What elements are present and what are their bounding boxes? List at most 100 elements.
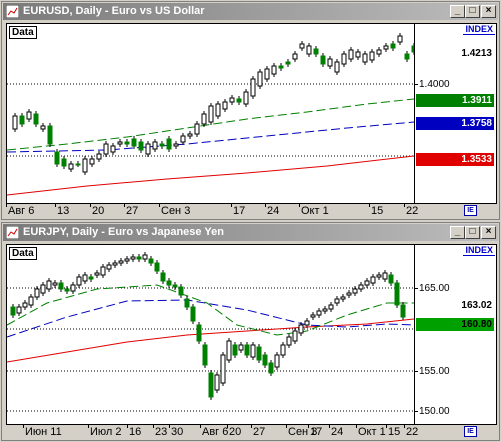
- time-tick: [23, 425, 24, 428]
- candle-body: [334, 298, 340, 304]
- eurusd-time-axis: Авг 6 13 20 27 Сен 3 17 24 Окт 1 15 22: [6, 204, 418, 218]
- time-label: Окт 1: [301, 205, 329, 217]
- candle-body: [187, 133, 193, 137]
- eurjpy-chart-window[interactable]: EURJPY, Daily - Euro vs Japanese Yen _ □…: [1, 222, 500, 441]
- candle-body: [316, 310, 322, 316]
- time-label: 27: [253, 426, 266, 438]
- candle-body: [154, 262, 160, 272]
- candle-body: [394, 282, 400, 306]
- eurusd-chart-window[interactable]: EURUSD, Daily - Euro vs US Dollar _ □ × …: [1, 1, 500, 220]
- candle-body: [243, 91, 249, 105]
- time-label: 20: [92, 205, 105, 217]
- candle-body: [278, 65, 284, 69]
- candle-body: [313, 48, 319, 55]
- corner-icon[interactable]: IE: [464, 426, 477, 437]
- index-label[interactable]: INDEX: [463, 24, 495, 35]
- time-tick: [153, 425, 154, 428]
- candle-body: [250, 78, 256, 97]
- corner-icon[interactable]: IE: [464, 205, 477, 216]
- tick-mark: [415, 371, 418, 372]
- time-tick: [169, 425, 170, 428]
- candle-body: [184, 298, 190, 308]
- index-label[interactable]: INDEX: [463, 245, 495, 256]
- price-badge-sma-fast: 160.80: [416, 318, 494, 331]
- eurusd-title-bar[interactable]: EURUSD, Daily - Euro vs US Dollar _ □ ×: [3, 3, 498, 20]
- candle-body: [232, 344, 238, 356]
- candle-body: [328, 304, 334, 310]
- close-button[interactable]: ×: [481, 5, 496, 18]
- price-tick: 165.00: [419, 283, 450, 294]
- time-tick: [90, 204, 91, 207]
- candle-body: [118, 260, 124, 264]
- candle-body: [160, 272, 166, 282]
- data-label: Data: [9, 247, 37, 260]
- close-button[interactable]: ×: [481, 226, 496, 239]
- time-tick: [369, 204, 370, 207]
- candle-body: [292, 53, 298, 60]
- candle-body: [257, 71, 263, 87]
- time-label: 27: [126, 205, 139, 217]
- candle-body: [348, 49, 354, 60]
- candle-body: [82, 274, 88, 282]
- time-tick: [386, 425, 387, 428]
- candle-body: [236, 98, 242, 103]
- candle-body: [202, 344, 208, 366]
- sma-fast-line: [7, 284, 414, 336]
- candle-body: [208, 372, 214, 398]
- candle-body: [222, 101, 228, 110]
- candle-body: [226, 340, 232, 361]
- candle-body: [82, 158, 88, 173]
- candle-body: [172, 284, 178, 288]
- candle-body: [382, 272, 388, 280]
- candle-body: [355, 51, 361, 58]
- candle-body: [292, 330, 298, 342]
- time-tick: [356, 425, 357, 428]
- candle-body: [88, 276, 94, 280]
- candle-body: [286, 336, 292, 346]
- time-label: Окт 1: [358, 426, 386, 438]
- minimize-button[interactable]: _: [450, 5, 465, 18]
- candle-body: [138, 141, 144, 151]
- candle-body: [166, 138, 172, 150]
- candle-body: [271, 65, 277, 75]
- sma-slow-line: [7, 318, 414, 363]
- price-badge-sma-slow: 1.3533: [416, 153, 494, 166]
- eurusd-window-title: EURUSD, Daily - Euro vs US Dollar: [23, 5, 205, 17]
- eurjpy-title-bar[interactable]: EURJPY, Daily - Euro vs Japanese Yen _ □…: [3, 224, 498, 241]
- candle-body: [70, 284, 76, 292]
- maximize-button[interactable]: □: [465, 226, 480, 239]
- candle-body: [334, 61, 340, 73]
- candle-body: [166, 280, 172, 286]
- time-tick: [329, 425, 330, 428]
- candle-body: [220, 354, 226, 384]
- time-label: 17: [310, 426, 323, 438]
- candle-body: [388, 274, 394, 284]
- eurjpy-plot-area[interactable]: Data: [6, 244, 415, 425]
- candle-body: [370, 276, 376, 284]
- candle-body: [340, 296, 346, 300]
- candle-body: [40, 125, 46, 130]
- eurusd-plot-area[interactable]: Data: [6, 23, 415, 204]
- minimize-button[interactable]: _: [450, 226, 465, 239]
- candle-body: [214, 374, 220, 391]
- candle-body: [298, 324, 304, 334]
- time-tick: [227, 425, 228, 428]
- candle-body: [52, 282, 58, 286]
- candle-body: [117, 141, 123, 145]
- tick-mark: [415, 288, 418, 289]
- candle-body: [352, 288, 358, 294]
- candle-body: [26, 111, 32, 120]
- candle-body: [411, 45, 414, 53]
- candle-body: [28, 296, 34, 306]
- candle-body: [306, 45, 312, 55]
- candle-body: [54, 151, 60, 165]
- sma-fast-line: [7, 98, 414, 151]
- candle-body: [178, 286, 184, 296]
- price-badge-last: 1.4213: [416, 47, 494, 60]
- maximize-button[interactable]: □: [465, 5, 480, 18]
- time-tick: [55, 204, 56, 207]
- candle-body: [136, 256, 142, 260]
- time-label: 24: [267, 205, 280, 217]
- data-label: Data: [9, 26, 37, 39]
- eurjpy-candles: [7, 252, 414, 412]
